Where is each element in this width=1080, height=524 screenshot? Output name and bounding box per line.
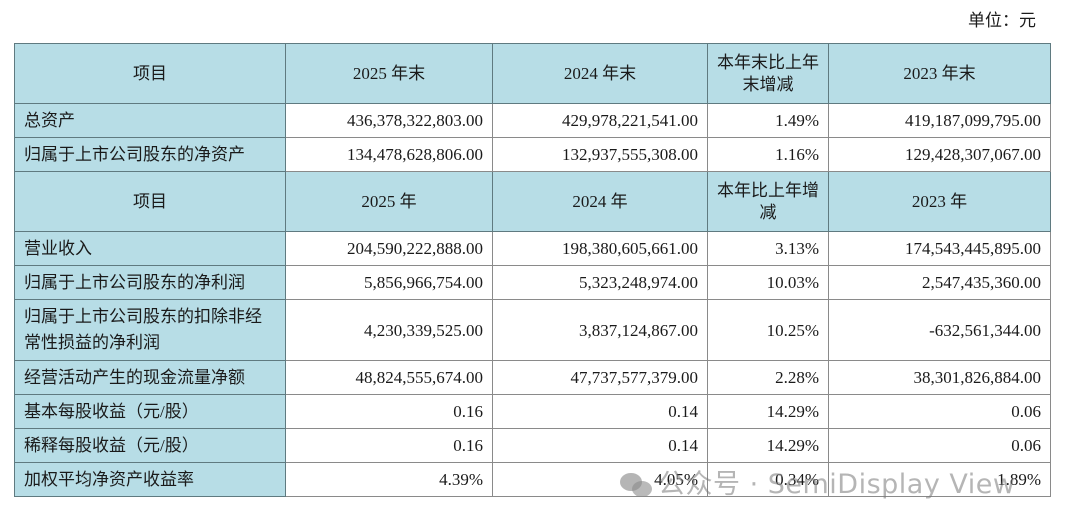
- header-change: 本年末比上年末增减: [707, 43, 829, 104]
- cell-2024: 0.14: [492, 428, 708, 463]
- cell-2024: 5,323,248,974.00: [492, 265, 708, 300]
- financial-summary-table: 项目 2025 年末 2024 年末 本年末比上年末增减 2023 年末 总资产…: [14, 43, 1051, 497]
- row-label: 归属于上市公司股东的净资产: [14, 137, 286, 172]
- cell-2023: 1.89%: [828, 462, 1051, 497]
- header-2025: 2025 年末: [285, 43, 493, 104]
- table-row: 营业收入 204,590,222,888.00 198,380,605,661.…: [14, 231, 1051, 266]
- table-row: 归属于上市公司股东的净利润 5,856,966,754.00 5,323,248…: [14, 265, 1051, 300]
- header-2025: 2025 年: [285, 171, 493, 232]
- cell-2023: 129,428,307,067.00: [828, 137, 1051, 172]
- table-row: 稀释每股收益（元/股） 0.16 0.14 14.29% 0.06: [14, 428, 1051, 463]
- cell-2024: 429,978,221,541.00: [492, 103, 708, 138]
- cell-2023: 419,187,099,795.00: [828, 103, 1051, 138]
- cell-2024: 132,937,555,308.00: [492, 137, 708, 172]
- cell-2023: -632,561,344.00: [828, 299, 1051, 361]
- wechat-icon: [620, 472, 654, 499]
- table-row: 加权平均净资产收益率 4.39% 4.05% 0.34% 1.89%: [14, 462, 1051, 497]
- watermark: 公众号 · SemiDisplay View: [620, 462, 1015, 501]
- header-2023: 2023 年末: [828, 43, 1051, 104]
- header-item: 项目: [14, 43, 286, 104]
- header-2023: 2023 年: [828, 171, 1051, 232]
- cell-2023: 174,543,445,895.00: [828, 231, 1051, 266]
- cell-2024: 47,737,577,379.00: [492, 360, 708, 395]
- cell-change: 0.34%: [707, 462, 829, 497]
- row-label: 总资产: [14, 103, 286, 138]
- table-row: 归属于上市公司股东的净资产 134,478,628,806.00 132,937…: [14, 137, 1051, 172]
- unit-label: 单位：元: [968, 11, 1036, 30]
- cell-2025: 4.39%: [285, 462, 493, 497]
- cell-change: 14.29%: [707, 394, 829, 429]
- cell-change: 10.25%: [707, 299, 829, 361]
- row-label: 归属于上市公司股东的扣除非经常性损益的净利润: [14, 299, 286, 361]
- cell-2025: 134,478,628,806.00: [285, 137, 493, 172]
- header-2024: 2024 年末: [492, 43, 708, 104]
- cell-change: 10.03%: [707, 265, 829, 300]
- cell-change: 3.13%: [707, 231, 829, 266]
- cell-change: 1.16%: [707, 137, 829, 172]
- cell-change: 2.28%: [707, 360, 829, 395]
- row-label: 经营活动产生的现金流量净额: [14, 360, 286, 395]
- row-label: 归属于上市公司股东的净利润: [14, 265, 286, 300]
- cell-2024: 198,380,605,661.00: [492, 231, 708, 266]
- header-item: 项目: [14, 171, 286, 232]
- cell-2025: 5,856,966,754.00: [285, 265, 493, 300]
- header-change: 本年比上年增减: [707, 171, 829, 232]
- cell-2025: 436,378,322,803.00: [285, 103, 493, 138]
- balance-header-row: 项目 2025 年末 2024 年末 本年末比上年末增减 2023 年末: [14, 43, 1051, 104]
- cell-2023: 2,547,435,360.00: [828, 265, 1051, 300]
- cell-2025: 204,590,222,888.00: [285, 231, 493, 266]
- row-label: 营业收入: [14, 231, 286, 266]
- watermark-text: 公众号 · SemiDisplay View: [658, 469, 1016, 500]
- cell-2025: 4,230,339,525.00: [285, 299, 493, 361]
- cell-2025: 0.16: [285, 394, 493, 429]
- cell-2023: 0.06: [828, 428, 1051, 463]
- cell-2024: 0.14: [492, 394, 708, 429]
- table-row: 经营活动产生的现金流量净额 48,824,555,674.00 47,737,5…: [14, 360, 1051, 395]
- table-row: 基本每股收益（元/股） 0.16 0.14 14.29% 0.06: [14, 394, 1051, 429]
- cell-2025: 48,824,555,674.00: [285, 360, 493, 395]
- cell-2023: 0.06: [828, 394, 1051, 429]
- row-label: 稀释每股收益（元/股）: [14, 428, 286, 463]
- table-row: 总资产 436,378,322,803.00 429,978,221,541.0…: [14, 103, 1051, 138]
- cell-2023: 38,301,826,884.00: [828, 360, 1051, 395]
- table-row: 归属于上市公司股东的扣除非经常性损益的净利润 4,230,339,525.00 …: [14, 299, 1051, 361]
- cell-2024: 4.05%: [492, 462, 708, 497]
- row-label: 基本每股收益（元/股）: [14, 394, 286, 429]
- cell-change: 14.29%: [707, 428, 829, 463]
- header-2024: 2024 年: [492, 171, 708, 232]
- row-label: 加权平均净资产收益率: [14, 462, 286, 497]
- cell-change: 1.49%: [707, 103, 829, 138]
- cell-2024: 3,837,124,867.00: [492, 299, 708, 361]
- income-header-row: 项目 2025 年 2024 年 本年比上年增减 2023 年: [14, 171, 1051, 232]
- cell-2025: 0.16: [285, 428, 493, 463]
